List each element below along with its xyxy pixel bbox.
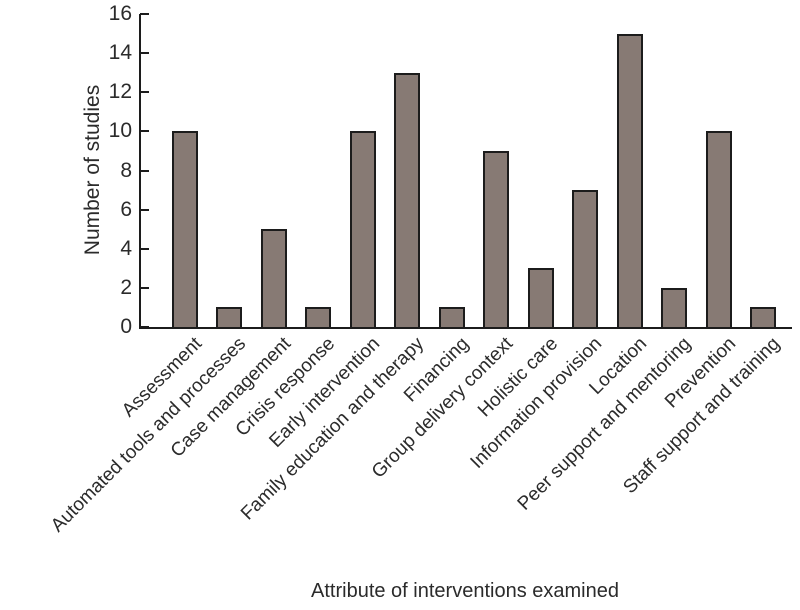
y-tick-label: 8 [120, 158, 132, 182]
y-tick-label: 16 [108, 2, 132, 25]
bar-case-management [260, 229, 287, 327]
y-tick [140, 169, 149, 172]
y-tick [140, 91, 149, 94]
y-tick [140, 247, 149, 250]
y-axis-line [139, 14, 141, 329]
y-tick-label: 14 [108, 41, 132, 65]
x-axis-line [139, 327, 792, 329]
bar-assessment [171, 131, 198, 327]
bar-peer-support-and-mentoring [661, 287, 687, 327]
y-tick [140, 52, 149, 55]
y-tick-label: 6 [120, 197, 132, 221]
y-tick [140, 130, 149, 133]
y-tick [140, 326, 149, 328]
bar-family-education-and-therapy [394, 72, 420, 327]
bar-holistic-care [527, 268, 554, 327]
y-tick-label: 10 [108, 119, 132, 143]
y-tick-label: 0 [120, 315, 132, 338]
bar-information-provision [572, 190, 598, 327]
bar-automated-tools-and-processes [216, 307, 242, 327]
bar-staff-support-and-training [750, 307, 776, 327]
y-tick-label: 4 [120, 236, 132, 260]
y-tick [140, 208, 149, 211]
x-axis-title: Attribute of interventions examined [311, 580, 619, 602]
bar-group-delivery-context [483, 150, 509, 327]
y-tick [140, 286, 149, 289]
bar-financing [438, 307, 465, 327]
bar-location [616, 33, 643, 327]
bar-prevention [705, 131, 732, 327]
y-tick-label: 12 [108, 80, 132, 104]
bar-crisis-response [305, 307, 331, 327]
bar-early-intervention [349, 131, 376, 327]
y-tick-label: 2 [120, 275, 132, 299]
y-tick [140, 13, 149, 15]
